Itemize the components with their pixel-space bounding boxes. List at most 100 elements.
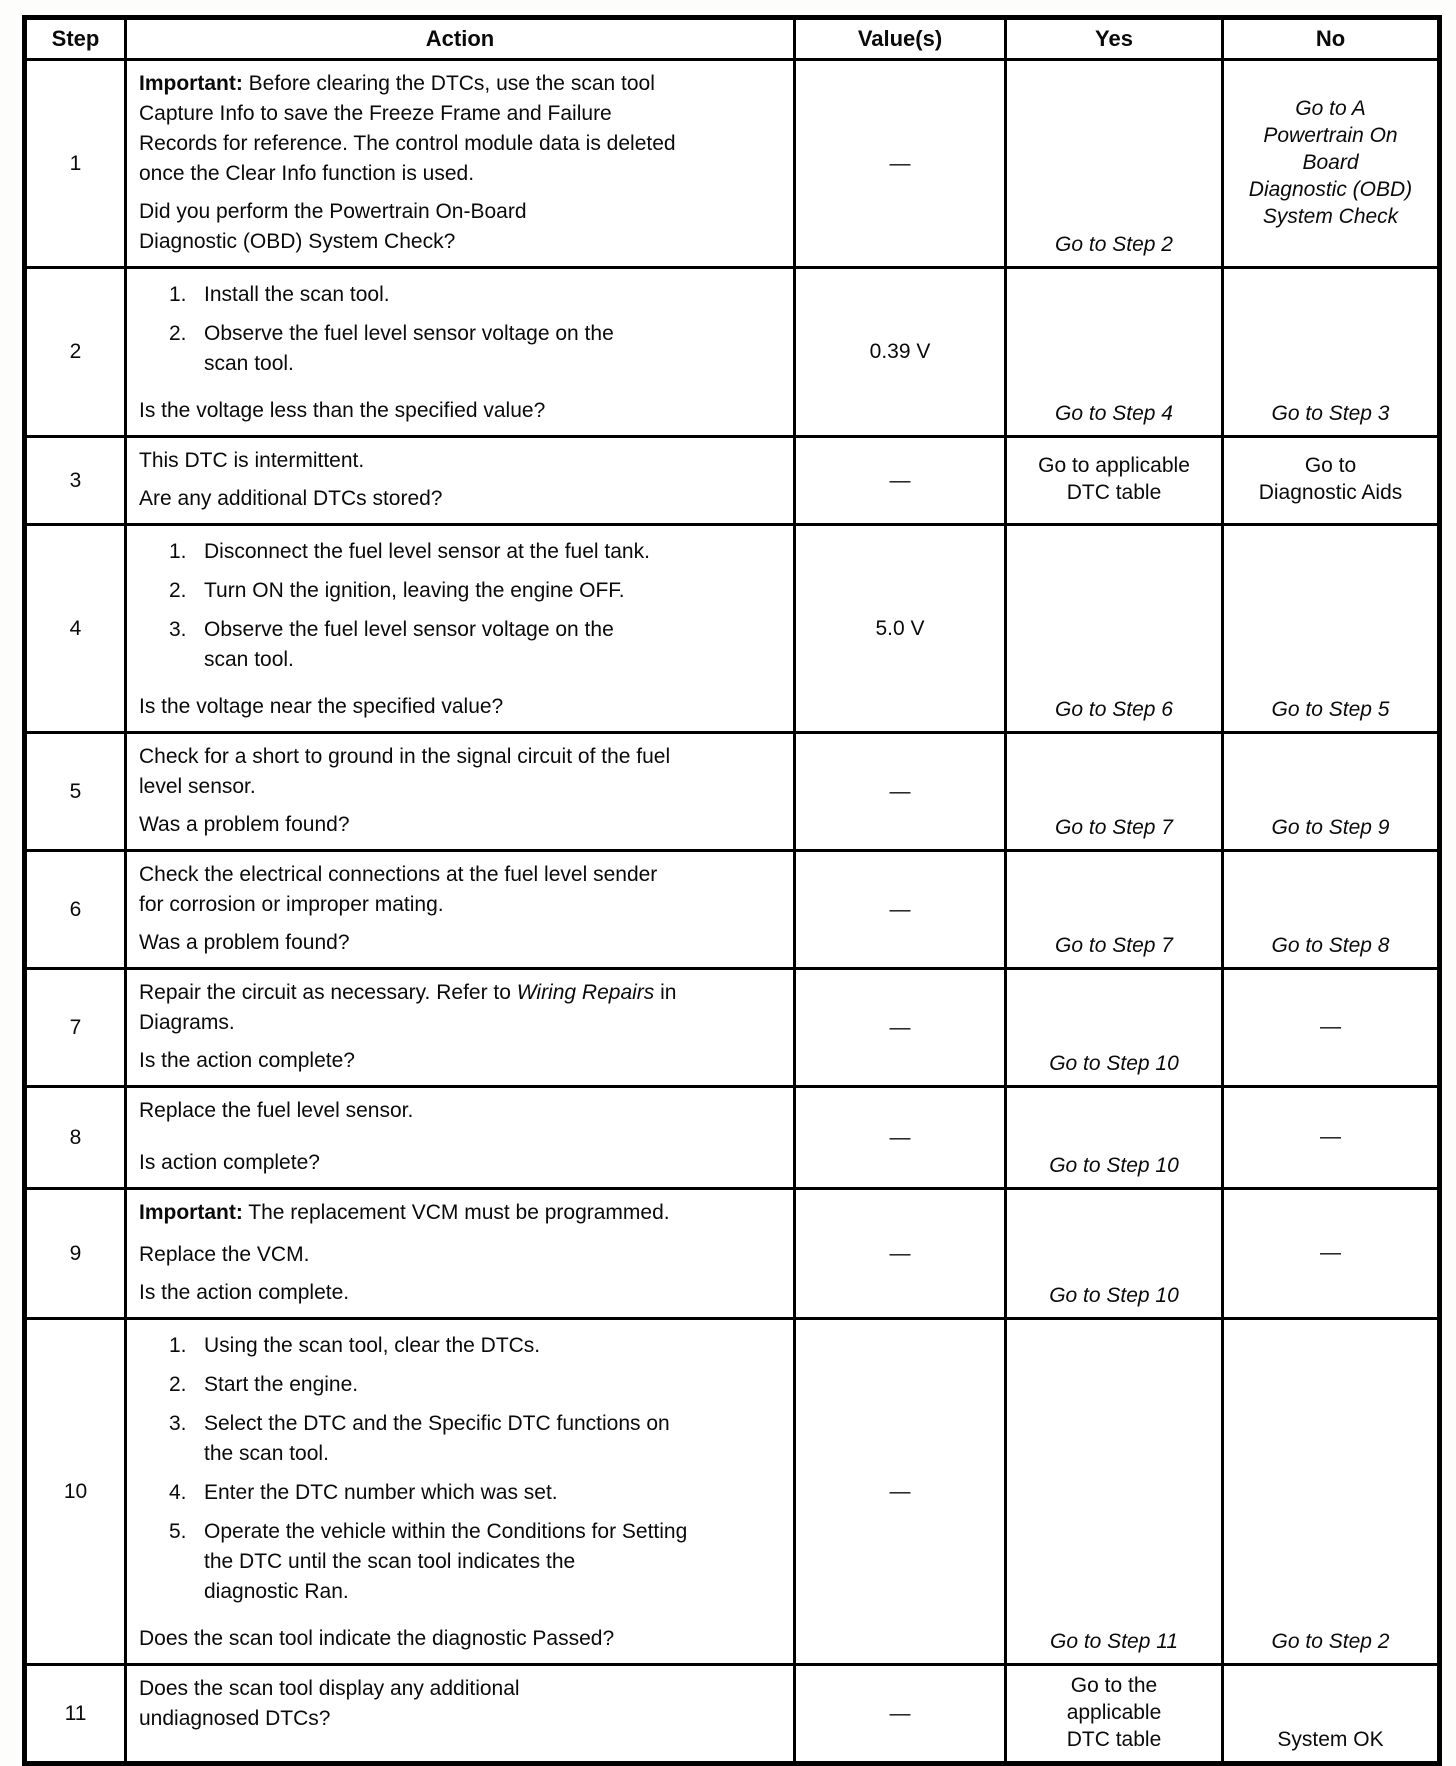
text-run: Important: [139, 1201, 243, 1224]
action-question: Is the action complete. [139, 1270, 783, 1308]
text-run: Is the action complete? [139, 1049, 355, 1072]
list-text: Disconnect the fuel level sensor at the … [204, 540, 650, 563]
text-run: Are any additional DTCs stored? [139, 487, 443, 510]
list-number: 2. [169, 1373, 187, 1396]
value-cell: 5.0 V [793, 523, 1007, 734]
value-cell: — [793, 1663, 1007, 1765]
table-row: 2 1. Install the scan tool. 2. Observe the … [23, 266, 1441, 438]
text-run: Was a problem found? [139, 813, 350, 836]
list-text: Install the scan tool. [204, 283, 390, 306]
value-cell: — [793, 1317, 1007, 1666]
action-paragraph: Repair the circuit as necessary. Refer t… [139, 978, 783, 1038]
action-content: Important: The replacement VCM must be p… [127, 1190, 793, 1317]
table-row: 1 Important: Before clearing the DTCs, u… [23, 58, 1441, 269]
action-paragraph: Replace the fuel level sensor. [139, 1096, 783, 1126]
action-content: 1. Disconnect the fuel level sensor at th… [127, 526, 793, 731]
action-cell: Important: The replacement VCM must be p… [124, 1187, 796, 1320]
text-run: Wiring Repairs [516, 981, 655, 1004]
text-run: Is action complete? [139, 1151, 320, 1174]
header-row: Step Action Value(s) Yes No [23, 16, 1441, 61]
action-question: Is action complete? [139, 1140, 783, 1178]
yes-cell: Go to the applicable DTC table [1004, 1663, 1224, 1765]
value-cell: — [793, 849, 1007, 970]
action-list: 1. Disconnect the fuel level sensor at th… [139, 534, 783, 684]
table-row: 8 Replace the fuel level sensor. Is actio… [23, 1085, 1441, 1190]
action-list-item: 4. Enter the DTC number which was set. [169, 1478, 783, 1508]
list-text: Operate the vehicle within the Condition… [204, 1520, 688, 1603]
table-row: 11 Does the scan tool display any additi… [23, 1663, 1441, 1765]
value-cell: — [793, 58, 1007, 269]
no-cell: Go to Step 3 [1221, 266, 1441, 438]
list-number: 1. [169, 1334, 187, 1357]
action-list-item: 2. Turn ON the ignition, leaving the engi… [169, 576, 783, 606]
list-text: Enter the DTC number which was set. [204, 1481, 558, 1504]
action-cell: Important: Before clearing the DTCs, use… [124, 58, 796, 269]
text-run: Check for a short to ground in the signa… [139, 745, 671, 798]
no-cell: Go to Diagnostic Aids [1221, 435, 1441, 526]
step-cell: 10 [23, 1317, 127, 1666]
table-row: 10 1. Using the scan tool, clear the DTCs… [23, 1317, 1441, 1666]
no-cell: System OK [1221, 1663, 1441, 1765]
action-list-item: 5. Operate the vehicle within the Conditi… [169, 1517, 783, 1607]
yes-cell: Go to Step 7 [1004, 731, 1224, 852]
no-cell: — [1221, 1187, 1441, 1320]
text-run: Does the scan tool indicate the diagnost… [139, 1627, 615, 1650]
action-cell: 1. Disconnect the fuel level sensor at th… [124, 523, 796, 734]
yes-cell: Go to Step 10 [1004, 1187, 1224, 1320]
action-question: Does the scan tool indicate the diagnost… [139, 1616, 783, 1654]
action-list-item: 1. Using the scan tool, clear the DTCs. [169, 1331, 783, 1361]
text-run: The replacement VCM must be programmed. [242, 1201, 670, 1224]
list-number: 5. [169, 1520, 187, 1543]
list-number: 2. [169, 322, 187, 345]
action-paragraph: Important: Before clearing the DTCs, use… [139, 69, 783, 189]
no-cell: Go to Step 9 [1221, 731, 1441, 852]
action-paragraph: Does the scan tool display any additiona… [139, 1674, 783, 1734]
table-row: 6 Check the electrical connections at th… [23, 849, 1441, 970]
action-paragraph: This DTC is intermittent. [139, 446, 783, 476]
header-yes: Yes [1004, 16, 1224, 61]
yes-cell: Go to applicable DTC table [1004, 435, 1224, 526]
action-cell: Check for a short to ground in the signa… [124, 731, 796, 852]
yes-cell: Go to Step 11 [1004, 1317, 1224, 1666]
action-question: Are any additional DTCs stored? [139, 476, 783, 514]
yes-cell: Go to Step 4 [1004, 266, 1224, 438]
header-action: Action [124, 16, 796, 61]
step-cell: 11 [23, 1663, 127, 1765]
action-content: 1. Install the scan tool. 2. Observe the fu… [127, 269, 793, 435]
header-step: Step [23, 16, 127, 61]
action-question: Is the voltage less than the specified v… [139, 388, 783, 426]
action-paragraph: Important: The replacement VCM must be p… [139, 1198, 783, 1228]
table-header: Step Action Value(s) Yes No [23, 16, 1441, 61]
action-question: Was a problem found? [139, 802, 783, 840]
action-list-item: 3. Select the DTC and the Specific DTC fu… [169, 1409, 783, 1469]
text-run: Replace the VCM. [139, 1243, 310, 1266]
step-cell: 9 [23, 1187, 127, 1320]
action-list-item: 1. Install the scan tool. [169, 280, 783, 310]
text-run: Did you perform the Powertrain On-Board … [139, 200, 527, 253]
action-content: Important: Before clearing the DTCs, use… [127, 61, 793, 266]
text-run: Is the action complete. [139, 1281, 350, 1304]
header-no: No [1221, 16, 1441, 61]
text-run: in Diagrams. [139, 981, 677, 1034]
list-number: 1. [169, 283, 187, 306]
text-run: Repair the circuit as necessary. Refer t… [139, 981, 517, 1004]
table-row: 4 1. Disconnect the fuel level sensor at … [23, 523, 1441, 734]
list-text: Select the DTC and the Specific DTC func… [204, 1412, 670, 1465]
table-row: 5 Check for a short to ground in the sig… [23, 731, 1441, 852]
action-paragraph: Check for a short to ground in the signa… [139, 742, 783, 802]
text-run: Does the scan tool display any additiona… [139, 1677, 520, 1730]
step-cell: 6 [23, 849, 127, 970]
yes-cell: Go to Step 7 [1004, 849, 1224, 970]
action-cell: Check the electrical connections at the … [124, 849, 796, 970]
value-cell: — [793, 1085, 1007, 1190]
action-cell: 1. Using the scan tool, clear the DTCs. 2.… [124, 1317, 796, 1666]
table-body: 1 Important: Before clearing the DTCs, u… [23, 58, 1441, 1765]
diagnostic-table: Step Action Value(s) Yes No 1 Important:… [22, 15, 1442, 1766]
value-cell: — [793, 435, 1007, 526]
action-cell: Replace the fuel level sensor. Is action … [124, 1085, 796, 1190]
list-text: Observe the fuel level sensor voltage on… [204, 322, 614, 375]
action-cell: Does the scan tool display any additiona… [124, 1663, 796, 1765]
list-number: 3. [169, 1412, 187, 1435]
value-cell: — [793, 967, 1007, 1088]
